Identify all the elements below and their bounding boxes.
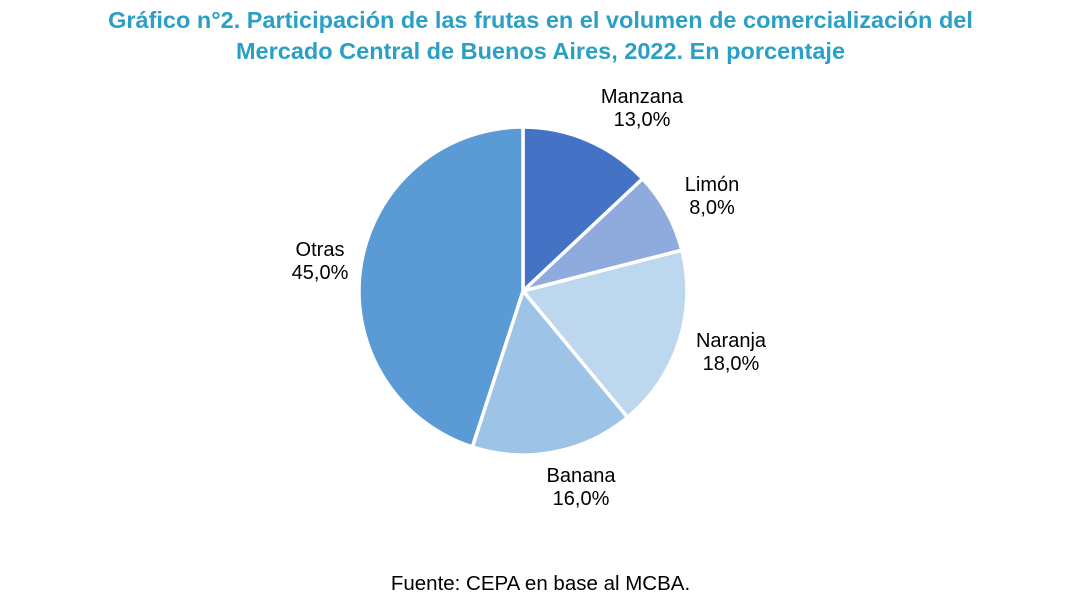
- chart-title-line-2: Mercado Central de Buenos Aires, 2022. E…: [235, 38, 846, 64]
- slice-value-limon: 8,0%: [689, 196, 735, 219]
- slice-value-manzana: 13,0%: [613, 108, 671, 131]
- slice-name-naranja: Naranja: [695, 330, 767, 352]
- slice-name-limon: Limón: [684, 174, 740, 196]
- chart-title: Gráfico n°2. Participación de las frutas…: [0, 5, 1081, 67]
- slice-label-banana: Banana 16,0%: [547, 465, 616, 510]
- slice-name-otras: Otras: [295, 239, 345, 261]
- slice-name-banana: Banana: [546, 465, 616, 487]
- slice-value-banana: 16,0%: [552, 487, 610, 510]
- slice-label-manzana: Manzana 13,0%: [601, 86, 683, 131]
- slice-value-naranja: 18,0%: [702, 352, 760, 375]
- chart-title-line-1: Gráfico n°2. Participación de las frutas…: [108, 7, 973, 33]
- pie-slice-otras: [357, 125, 525, 449]
- source-note: Fuente: CEPA en base al MCBA.: [390, 572, 691, 595]
- slice-label-otras: Otras 45,0%: [292, 239, 349, 284]
- slice-value-otras: 45,0%: [291, 261, 349, 284]
- pie-slice-manzana: [521, 125, 645, 293]
- slice-label-naranja: Naranja 18,0%: [696, 330, 766, 375]
- pie-slice-naranja: [521, 248, 689, 420]
- slice-label-limon: Limón 8,0%: [685, 174, 739, 219]
- slice-name-manzana: Manzana: [600, 86, 684, 108]
